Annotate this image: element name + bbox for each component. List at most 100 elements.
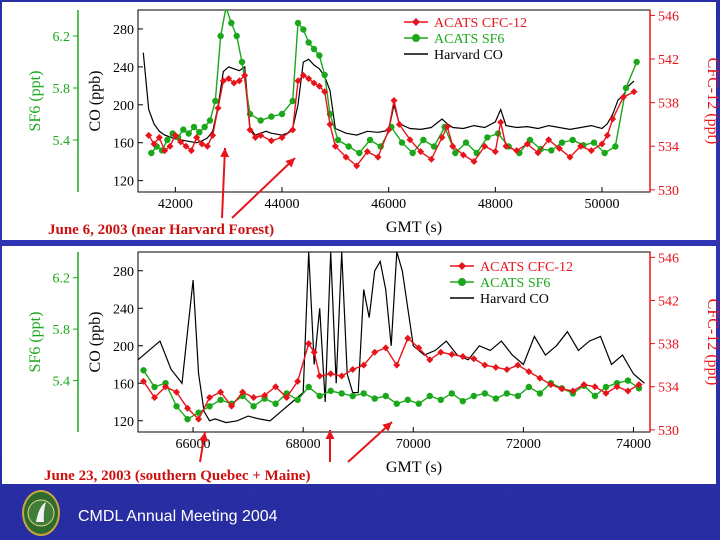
legend-label: ACATS SF6 <box>434 32 504 47</box>
data-point-acats-cfc-12 <box>577 142 585 150</box>
data-point-acats-sf6 <box>612 143 619 150</box>
x-axis-label: GMT (s) <box>386 219 442 236</box>
data-point-acats-sf6 <box>356 149 363 157</box>
data-point-acats-sf6 <box>206 117 214 124</box>
data-point-acats-cfc-12 <box>514 361 522 369</box>
data-point-acats-sf6 <box>366 136 374 144</box>
data-point-acats-cfc-12 <box>241 71 249 79</box>
data-point-acats-sf6 <box>526 136 534 144</box>
co-axis-label: CO (ppb) <box>87 312 104 373</box>
data-point-acats-cfc-12 <box>177 138 185 146</box>
sf6-tick-label: 5.4 <box>53 134 71 149</box>
data-point-acats-sf6 <box>148 149 155 157</box>
data-point-acats-sf6 <box>305 383 312 391</box>
data-point-acats-sf6 <box>224 10 228 11</box>
data-point-acats-cfc-12 <box>613 383 621 391</box>
data-point-acats-cfc-12 <box>406 136 414 144</box>
plot-area <box>138 252 645 424</box>
data-point-acats-cfc-12 <box>580 381 588 389</box>
data-point-acats-cfc-12 <box>214 104 222 112</box>
data-point-acats-cfc-12 <box>251 134 259 142</box>
data-point-acats-sf6 <box>459 397 467 405</box>
data-point-acats-cfc-12 <box>598 140 606 148</box>
data-point-acats-cfc-12 <box>283 394 291 402</box>
co-tick-label: 160 <box>113 377 134 392</box>
data-point-acats-sf6 <box>338 390 345 397</box>
series-line-acats-sf6 <box>142 369 640 420</box>
data-point-acats-cfc-12 <box>569 387 577 395</box>
data-point-acats-sf6 <box>591 392 599 400</box>
data-point-acats-sf6 <box>294 19 302 27</box>
data-point-acats-cfc-12 <box>294 77 302 85</box>
data-point-acats-cfc-12 <box>470 355 478 363</box>
data-point-acats-sf6 <box>558 139 566 146</box>
legend-label: ACATS SF6 <box>480 276 550 291</box>
data-point-acats-cfc-12 <box>393 361 401 369</box>
x-tick-label: 68000 <box>286 437 321 452</box>
data-point-acats-cfc-12 <box>316 372 324 380</box>
cfc12-tick-label: 534 <box>658 140 679 155</box>
data-point-acats-cfc-12 <box>315 82 323 90</box>
data-point-acats-sf6 <box>272 400 279 407</box>
chart-panel-1: 42000 44000 46000 48000 50000 120 160 200 240 280… <box>2 2 720 240</box>
legend-marker <box>412 18 420 26</box>
co-tick-label: 120 <box>113 415 134 430</box>
data-point-acats-cfc-12 <box>184 404 192 412</box>
x-tick-label: 70000 <box>396 437 431 452</box>
data-point-acats-sf6 <box>398 139 406 146</box>
data-point-acats-cfc-12 <box>267 137 275 145</box>
data-point-acats-sf6 <box>164 136 171 144</box>
data-point-acats-cfc-12 <box>502 142 510 150</box>
data-point-acats-cfc-12 <box>338 372 346 380</box>
data-point-acats-sf6 <box>310 45 318 53</box>
data-point-acats-cfc-12 <box>173 388 181 396</box>
data-point-acats-sf6 <box>393 400 400 407</box>
data-point-acats-sf6 <box>250 403 257 410</box>
data-point-acats-sf6 <box>217 32 224 40</box>
legend-label: ACATS CFC-12 <box>434 16 527 31</box>
data-point-acats-sf6 <box>484 134 491 141</box>
data-point-acats-sf6 <box>327 387 334 395</box>
data-point-acats-cfc-12 <box>591 383 599 391</box>
data-point-acats-sf6 <box>316 52 323 59</box>
sf6-tick-label: 5.4 <box>53 375 71 390</box>
data-point-acats-cfc-12 <box>206 394 214 402</box>
data-point-acats-cfc-12 <box>545 136 553 144</box>
data-point-acats-cfc-12 <box>294 377 302 385</box>
data-point-acats-cfc-12 <box>305 340 313 348</box>
data-point-acats-cfc-12 <box>162 383 170 391</box>
data-point-acats-cfc-12 <box>630 88 638 96</box>
series-line-harvard-co <box>138 252 645 424</box>
data-point-acats-sf6 <box>622 84 630 92</box>
data-point-acats-sf6 <box>321 71 328 79</box>
data-point-acats-cfc-12 <box>161 147 169 155</box>
data-point-acats-sf6 <box>316 392 323 400</box>
data-point-acats-cfc-12 <box>390 96 398 104</box>
sf6-tick-label: 5.8 <box>53 323 71 338</box>
data-point-acats-sf6 <box>415 400 422 407</box>
data-point-acats-cfc-12 <box>459 353 467 361</box>
data-point-acats-cfc-12 <box>257 131 265 139</box>
data-point-acats-cfc-12 <box>417 148 425 156</box>
cfc12-tick-label: 530 <box>658 424 679 439</box>
data-point-acats-cfc-12 <box>426 356 434 364</box>
data-point-acats-cfc-12 <box>566 153 574 161</box>
data-point-acats-cfc-12 <box>438 134 446 142</box>
co-tick-label: 240 <box>113 302 134 317</box>
annotation-arrow-line <box>231 157 296 219</box>
data-point-acats-cfc-12 <box>360 361 368 369</box>
data-point-acats-sf6 <box>602 383 610 391</box>
data-point-acats-sf6 <box>525 383 533 391</box>
data-point-acats-sf6 <box>151 383 158 391</box>
data-point-acats-sf6 <box>257 117 264 124</box>
data-point-acats-cfc-12 <box>198 140 206 148</box>
cfc12-tick-label: 542 <box>658 295 679 310</box>
data-point-acats-sf6 <box>233 32 240 40</box>
annotation-arrow-head <box>285 158 295 168</box>
legend-label: ACATS CFC-12 <box>480 260 573 275</box>
legend-label: Harvard CO <box>480 292 549 307</box>
data-point-acats-cfc-12 <box>217 388 225 396</box>
co-tick-label: 200 <box>113 340 134 355</box>
data-point-acats-cfc-12 <box>349 365 357 373</box>
